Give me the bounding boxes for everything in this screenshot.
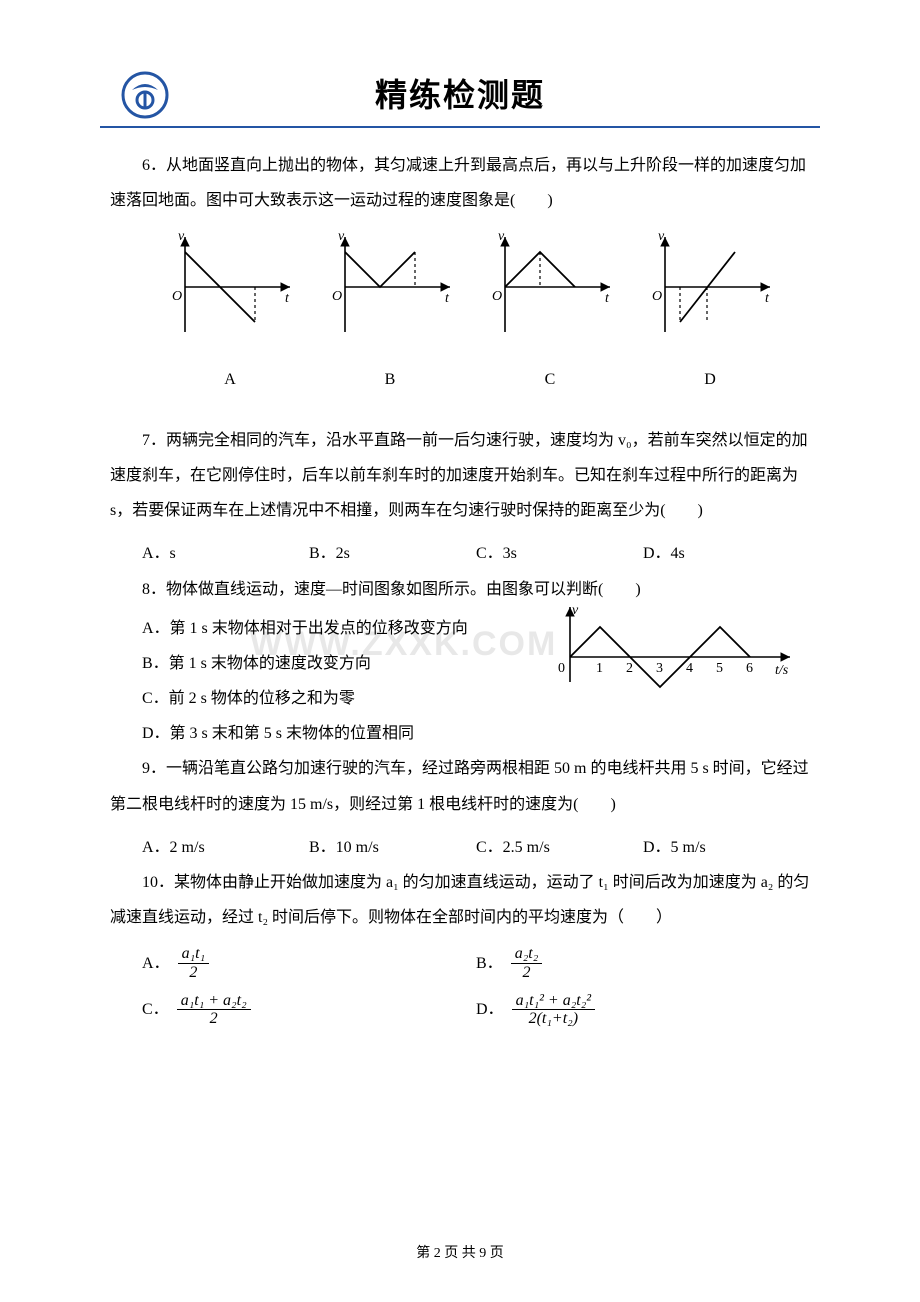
page-title: 精练检测题 [375,70,545,116]
svg-text:t: t [285,291,290,306]
q10-c-label: C． [142,992,169,1027]
svg-text:t: t [765,291,770,306]
q6-graph-c: v t O C [480,232,620,396]
q10-a-den: 2 [178,964,210,982]
q10-b-num: a₂t₂ [511,945,543,964]
q10-a-num: a₁t₁ [178,945,210,964]
q10-d-den: 2(t₁+t₂) [512,1010,596,1028]
q6-graph-b: v t O B [320,232,460,396]
svg-text:1: 1 [596,661,603,676]
q10-d-label: D． [476,992,504,1027]
q10-opt-d: D． a₁t₁² + a₂t₂²2(t₁+t₂) [476,992,810,1028]
q8-block: 8．物体做直线运动，速度—时间图象如图所示。由图象可以判断( ) A．第 1 s… [110,572,810,752]
svg-text:v: v [178,232,185,244]
q7-opt-a: A．s [142,536,309,571]
logo-icon [120,70,170,125]
svg-text:t/s: t/s [775,663,789,678]
q10-b-label: B． [476,946,503,981]
footer-total: 9 [479,1246,486,1261]
q7-opt-d: D．4s [643,536,810,571]
q10-a-label: A． [142,946,170,981]
q10-options-row2: C． a₁t₁ + a₂t₂2 D． a₁t₁² + a₂t₂²2(t₁+t₂) [110,992,810,1028]
svg-text:6: 6 [746,661,753,676]
q9-opt-d: D．5 m/s [643,830,810,865]
svg-text:v: v [338,232,345,244]
svg-text:v: v [498,232,505,244]
svg-text:4: 4 [686,661,693,676]
content-body: 6．从地面竖直向上抛出的物体，其匀减速上升到最高点后，再以与上升阶段一样的加速度… [0,128,920,1028]
q8-opt-d: D．第 3 s 末和第 5 s 末物体的位置相同 [142,716,810,751]
q6-label-d: D [640,362,780,397]
q7-text: 7．两辆完全相同的汽车，沿水平直路一前一后匀速行驶，速度均为 v₀，若前车突然以… [110,423,810,529]
q6-graph-d: v t O D [640,232,780,396]
q10-opt-c: C． a₁t₁ + a₂t₂2 [142,992,476,1028]
footer-suffix: 页 [490,1246,504,1261]
svg-text:O: O [652,289,662,304]
q6-text: 6．从地面竖直向上抛出的物体，其匀减速上升到最高点后，再以与上升阶段一样的加速度… [110,148,810,218]
q8-graph: v 0 t/s 1 2 3 4 5 6 [550,602,800,705]
q10-b-den: 2 [511,964,543,982]
footer-prefix: 第 [416,1246,430,1261]
page-header: 精练检测题 [100,0,820,128]
q6-label-b: B [320,362,460,397]
svg-text:v: v [658,232,665,244]
q10-options-row1: A． a₁t₁2 B． a₂t₂2 [110,945,810,981]
svg-text:t: t [605,291,610,306]
page-footer: 第 2 页 共 9 页 [0,1242,920,1262]
q6-label-a: A [160,362,300,397]
svg-text:O: O [172,289,182,304]
svg-text:5: 5 [716,661,723,676]
q9-opt-b: B．10 m/s [309,830,476,865]
footer-mid: 页 共 [444,1246,476,1261]
q10-c-den: 2 [177,1010,251,1028]
footer-current: 2 [434,1246,441,1261]
svg-text:O: O [332,289,342,304]
svg-text:O: O [492,289,502,304]
q7-opt-b: B．2s [309,536,476,571]
q10-text: 10．某物体由静止开始做加速度为 a₁ 的匀加速直线运动，运动了 t₁ 时间后改… [110,865,810,935]
svg-text:2: 2 [626,661,633,676]
q9-opt-c: C．2.5 m/s [476,830,643,865]
svg-text:t: t [445,291,450,306]
q7-opt-c: C．3s [476,536,643,571]
svg-text:0: 0 [558,661,565,676]
q10-c-num: a₁t₁ + a₂t₂ [177,992,251,1011]
q10-d-num: a₁t₁² + a₂t₂² [512,992,596,1011]
q10-opt-a: A． a₁t₁2 [142,945,476,981]
q9-opt-a: A．2 m/s [142,830,309,865]
q7-options: A．s B．2s C．3s D．4s [110,536,810,571]
q10-opt-b: B． a₂t₂2 [476,945,810,981]
q6-graph-a: v t O A [160,232,300,396]
svg-text:v: v [572,603,579,618]
q9-text: 9．一辆沿笔直公路匀加速行驶的汽车，经过路旁两根相距 50 m 的电线杆共用 5… [110,751,810,821]
q6-graphs: v t O A v t O B [110,222,810,406]
svg-text:3: 3 [656,661,663,676]
q6-label-c: C [480,362,620,397]
q9-options: A．2 m/s B．10 m/s C．2.5 m/s D．5 m/s [110,830,810,865]
